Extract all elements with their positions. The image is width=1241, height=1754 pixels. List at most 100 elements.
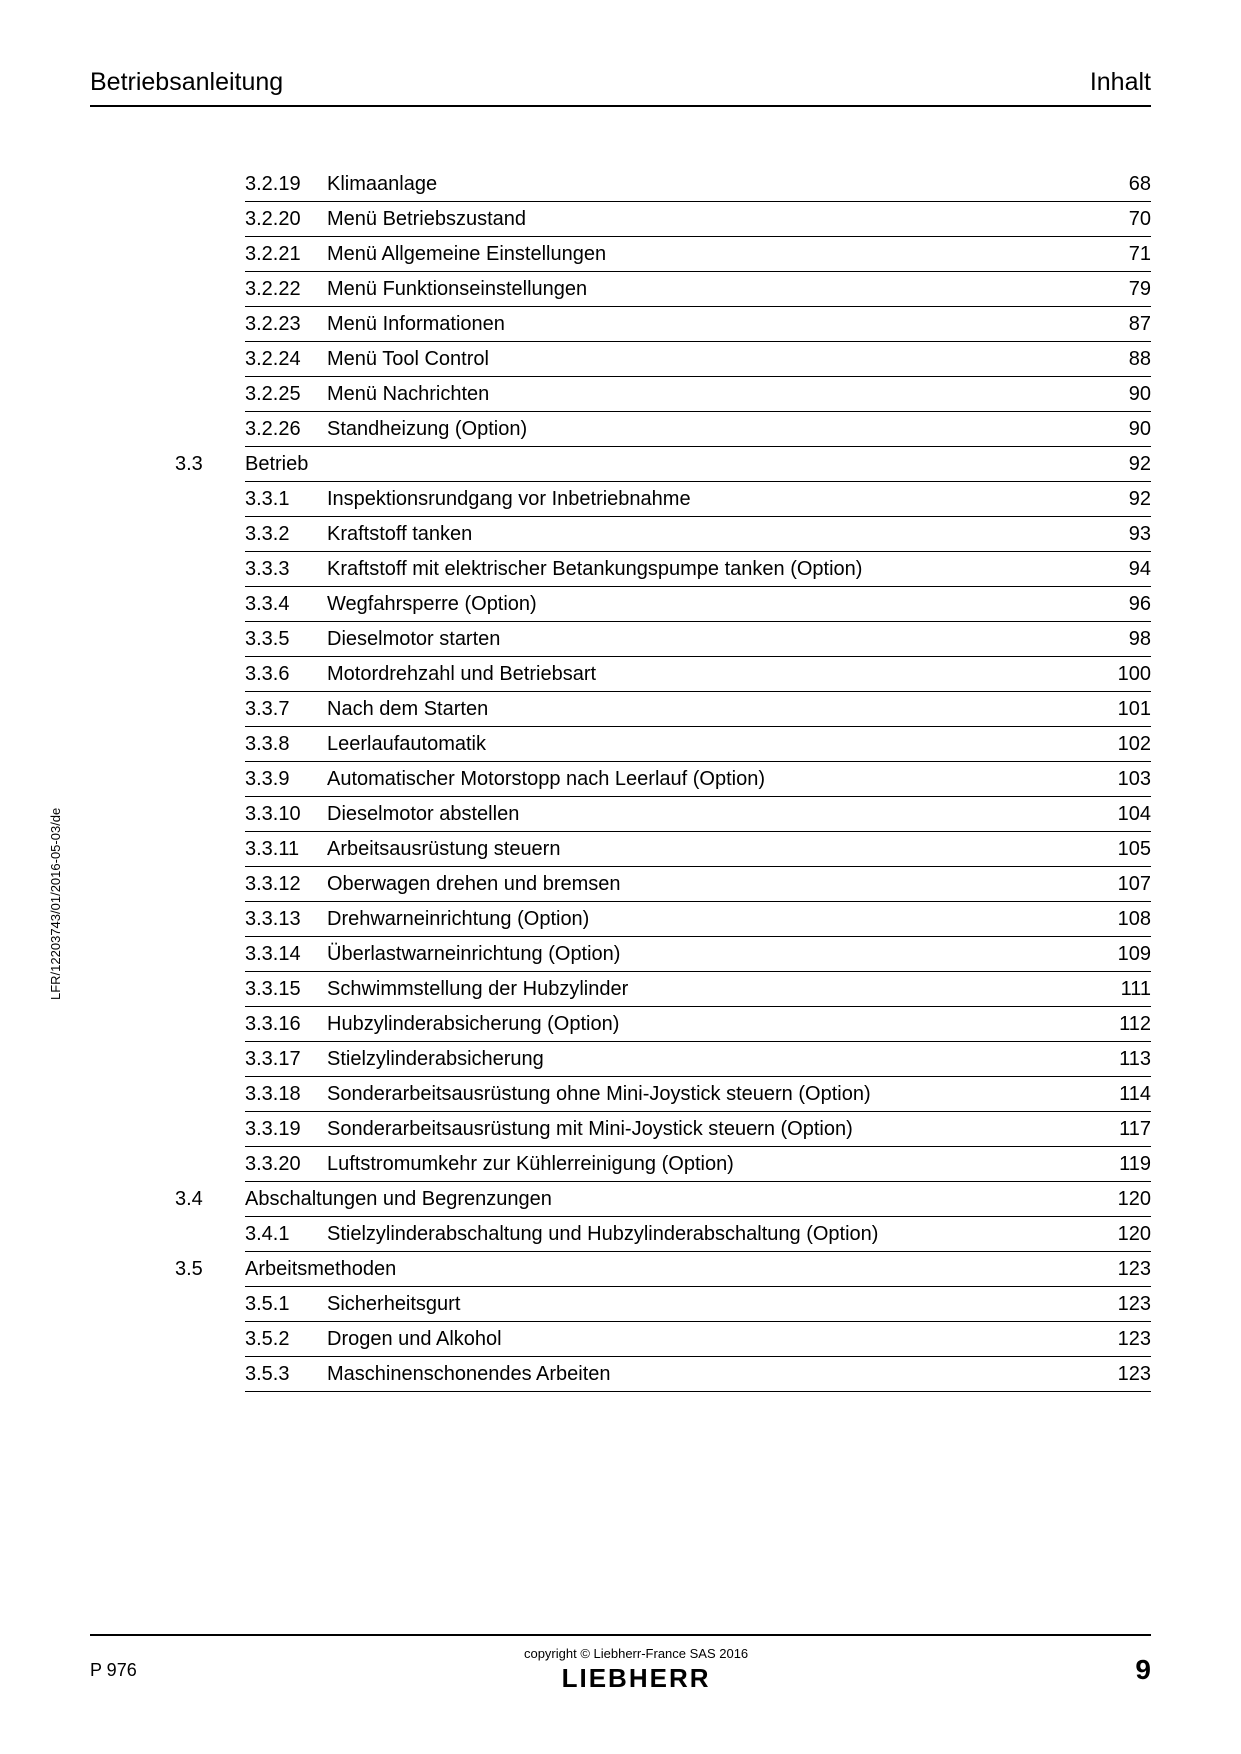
- toc-page-number: 119: [1091, 1153, 1151, 1176]
- toc-row: 3.3.9Automatischer Motorstopp nach Leerl…: [245, 762, 1151, 797]
- toc-page-number: 90: [1091, 418, 1151, 441]
- toc-subsection-number: 3.4.1: [245, 1223, 327, 1246]
- toc-title: Stielzylinderabsicherung: [327, 1048, 1091, 1071]
- toc-page-number: 107: [1091, 873, 1151, 896]
- toc-title: Menü Betriebszustand: [327, 208, 1091, 231]
- toc-page-number: 90: [1091, 383, 1151, 406]
- toc-title: Menü Nachrichten: [327, 383, 1091, 406]
- toc-subsection-number: 3.3.5: [245, 628, 327, 651]
- toc-row: 3.3.19Sonderarbeitsausrüstung mit Mini-J…: [245, 1112, 1151, 1147]
- toc-row: 3.2.23Menü Informationen87: [245, 307, 1151, 342]
- toc-subsection-number: 3.5.2: [245, 1328, 327, 1351]
- toc-subsection-number: 3.3.1: [245, 488, 327, 511]
- toc-page-number: 123: [1091, 1328, 1151, 1351]
- toc-page-number: 71: [1091, 243, 1151, 266]
- toc-subsection-number: 3.3.13: [245, 908, 327, 931]
- footer-model: P 976: [90, 1660, 137, 1681]
- toc-title: Menü Funktionseinstellungen: [327, 278, 1091, 301]
- toc-title: Menü Allgemeine Einstellungen: [327, 243, 1091, 266]
- toc-page-number: 70: [1091, 208, 1151, 231]
- toc-subsection-number: 3.3.11: [245, 838, 327, 861]
- toc-title: Stielzylinderabschaltung und Hubzylinder…: [327, 1223, 1091, 1246]
- toc-subsection-number: 3.3.15: [245, 978, 327, 1001]
- toc-subsection-number: 3.3.6: [245, 663, 327, 686]
- toc-row: 3.2.21Menü Allgemeine Einstellungen71: [245, 237, 1151, 272]
- toc-page-number: 120: [1091, 1188, 1151, 1211]
- toc-page-number: 68: [1091, 173, 1151, 196]
- toc-title: Oberwagen drehen und bremsen: [327, 873, 1091, 896]
- liebherr-logo: LIEBHERR: [137, 1663, 1136, 1694]
- toc-subsection-number: 3.2.25: [245, 383, 327, 406]
- toc-page-number: 93: [1091, 523, 1151, 546]
- toc-subsection-number: 3.3.4: [245, 593, 327, 616]
- toc-title: Motordrehzahl und Betriebsart: [327, 663, 1091, 686]
- toc-row: 3.3.17Stielzylinderabsicherung113: [245, 1042, 1151, 1077]
- toc-page-number: 96: [1091, 593, 1151, 616]
- toc-title: Arbeitsausrüstung steuern: [327, 838, 1091, 861]
- toc-subsection-number: 3.3.17: [245, 1048, 327, 1071]
- toc-title: Kraftstoff tanken: [327, 523, 1091, 546]
- toc-subsection-number: 3.2.20: [245, 208, 327, 231]
- toc-title: Abschaltungen und Begrenzungen: [245, 1188, 1091, 1211]
- toc-page-number: 105: [1091, 838, 1151, 861]
- toc-row: 3.3.1Inspektionsrundgang vor Inbetriebna…: [245, 482, 1151, 517]
- toc-page-number: 114: [1091, 1083, 1151, 1106]
- toc-title: Betrieb: [245, 453, 1091, 476]
- toc-page-number: 112: [1091, 1013, 1151, 1036]
- toc-title: Sonderarbeitsausrüstung mit Mini-Joystic…: [327, 1118, 1091, 1141]
- toc-subsection-number: 3.3.16: [245, 1013, 327, 1036]
- toc-page-number: 123: [1091, 1258, 1151, 1281]
- toc-row: 3.3.6Motordrehzahl und Betriebsart100: [245, 657, 1151, 692]
- toc-page-number: 101: [1091, 698, 1151, 721]
- toc-page-number: 120: [1091, 1223, 1151, 1246]
- toc-subsection-number: 3.3.9: [245, 768, 327, 791]
- toc-subsection-number: 3.3.3: [245, 558, 327, 581]
- toc-row: 3.2.24Menü Tool Control88: [245, 342, 1151, 377]
- page-footer: P 976 copyright © Liebherr-France SAS 20…: [90, 1634, 1151, 1694]
- toc-row: 3.5Arbeitsmethoden123: [245, 1252, 1151, 1287]
- toc-page-number: 123: [1091, 1363, 1151, 1386]
- toc-title: Überlastwarneinrichtung (Option): [327, 943, 1091, 966]
- toc-page-number: 123: [1091, 1293, 1151, 1316]
- toc-subsection-number: 3.3.14: [245, 943, 327, 966]
- toc-subsection-number: 3.5.1: [245, 1293, 327, 1316]
- toc-row: 3.2.22Menü Funktionseinstellungen79: [245, 272, 1151, 307]
- toc-row: 3.3.20Luftstromumkehr zur Kühlerreinigun…: [245, 1147, 1151, 1182]
- toc-subsection-number: 3.2.21: [245, 243, 327, 266]
- toc-page-number: 103: [1091, 768, 1151, 791]
- toc-page-number: 104: [1091, 803, 1151, 826]
- toc-page-number: 98: [1091, 628, 1151, 651]
- toc-page-number: 111: [1091, 978, 1151, 1001]
- toc-subsection-number: 3.3.2: [245, 523, 327, 546]
- toc-subsection-number: 3.3.19: [245, 1118, 327, 1141]
- toc-row: 3.3.4Wegfahrsperre (Option)96: [245, 587, 1151, 622]
- toc-row: 3.2.19Klimaanlage68: [245, 167, 1151, 202]
- toc-subsection-number: 3.3.10: [245, 803, 327, 826]
- toc-subsection-number: 3.2.22: [245, 278, 327, 301]
- toc-title: Nach dem Starten: [327, 698, 1091, 721]
- table-of-contents: 3.2.19Klimaanlage68 3.2.20Menü Betriebszu…: [245, 167, 1151, 1392]
- toc-page-number: 87: [1091, 313, 1151, 336]
- toc-title: Sicherheitsgurt: [327, 1293, 1091, 1316]
- toc-title: Maschinenschonendes Arbeiten: [327, 1363, 1091, 1386]
- header-right-title: Inhalt: [1090, 68, 1151, 97]
- toc-row: 3.3.14Überlastwarneinrichtung (Option)10…: [245, 937, 1151, 972]
- toc-row: 3.3.16Hubzylinderabsicherung (Option)112: [245, 1007, 1151, 1042]
- toc-page-number: 113: [1091, 1048, 1151, 1071]
- page-number: 9: [1135, 1654, 1151, 1686]
- copyright-text: copyright © Liebherr-France SAS 2016: [137, 1646, 1136, 1661]
- toc-row: 3.5.1Sicherheitsgurt123: [245, 1287, 1151, 1322]
- toc-row: 3.4.1Stielzylinderabschaltung und Hubzyl…: [245, 1217, 1151, 1252]
- toc-row: 3.3.18Sonderarbeitsausrüstung ohne Mini-…: [245, 1077, 1151, 1112]
- toc-subsection-number: 3.3.7: [245, 698, 327, 721]
- toc-row: 3.2.26Standheizung (Option)90: [245, 412, 1151, 447]
- toc-page-number: 94: [1091, 558, 1151, 581]
- toc-title: Wegfahrsperre (Option): [327, 593, 1091, 616]
- toc-title: Hubzylinderabsicherung (Option): [327, 1013, 1091, 1036]
- toc-row: 3.3Betrieb92: [245, 447, 1151, 482]
- toc-title: Standheizung (Option): [327, 418, 1091, 441]
- toc-page-number: 108: [1091, 908, 1151, 931]
- toc-subsection-number: 3.3.8: [245, 733, 327, 756]
- toc-title: Dieselmotor starten: [327, 628, 1091, 651]
- toc-row: 3.3.2Kraftstoff tanken93: [245, 517, 1151, 552]
